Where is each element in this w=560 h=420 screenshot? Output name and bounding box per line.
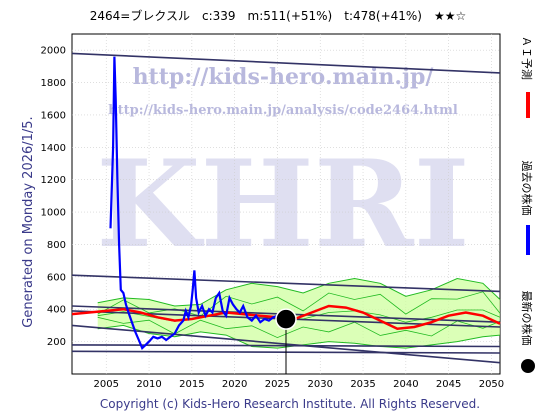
copyright-footer: Copyright (c) Kids-Hero Research Institu…: [100, 397, 480, 411]
x-tick-label: 2005: [94, 379, 119, 390]
y-tick-label: 1000: [41, 208, 66, 219]
past-price-series: [109, 56, 287, 350]
legend-latest-label: 最新の株価: [520, 291, 534, 346]
watermark-url-2: http://kids-hero.main.jp/analysis/code24…: [108, 103, 458, 118]
band-inner-line: [97, 316, 501, 339]
y-tick-label: 400: [47, 305, 66, 316]
watermark-logo: KHRI: [96, 134, 470, 275]
y-tick-label: 600: [47, 272, 66, 283]
x-tick-label: 2025: [265, 379, 290, 390]
x-tick-label: 2020: [222, 379, 247, 390]
band-upper-line: [97, 277, 501, 307]
x-tick-label: 2015: [179, 379, 204, 390]
y-tick-label: 2000: [41, 46, 66, 57]
y-tick-label: 200: [47, 337, 66, 348]
legend-ai-label: ＡＩ予測: [520, 36, 534, 80]
x-tick-labels: 2005 2010 2015 2020 2025 2030 2035 2040 2045 2050: [94, 379, 505, 390]
y-tick-label: 1600: [41, 110, 66, 121]
y-tick-labels: 200 400 600 800 1000 1200 1400 1600 1800 2000: [41, 46, 66, 348]
y-tick-label: 1200: [41, 175, 66, 186]
legend-past-label: 過去の株価: [520, 161, 534, 216]
y-tick-label: 1800: [41, 78, 66, 89]
generated-date-label: Generated on Monday 2026/1/5.: [21, 116, 36, 327]
x-tick-label: 2045: [436, 379, 461, 390]
channel-line: [71, 52, 501, 74]
legend-latest-swatch: [521, 359, 535, 373]
past-price-line: [109, 56, 287, 350]
y-tick-label: 800: [47, 240, 66, 251]
legend: ＡＩ予測 過去の株価 最新の株価: [520, 36, 535, 373]
chart-title: 2464=ブレクスル c:339 m:511(+51%) t:478(+41%)…: [90, 8, 467, 23]
x-tick-label: 2035: [350, 379, 375, 390]
x-tick-label: 2010: [136, 379, 161, 390]
watermark: http://kids-hero.main.jp/ http://kids-he…: [96, 64, 470, 275]
band-fill: [97, 278, 500, 349]
x-tick-label: 2030: [308, 379, 333, 390]
y-tick-label: 1400: [41, 143, 66, 154]
latest-price-marker: [275, 308, 297, 374]
channel-line: [71, 274, 501, 293]
x-tick-label: 2050: [479, 379, 504, 390]
x-tick-label: 2040: [393, 379, 418, 390]
latest-point: [275, 308, 297, 330]
